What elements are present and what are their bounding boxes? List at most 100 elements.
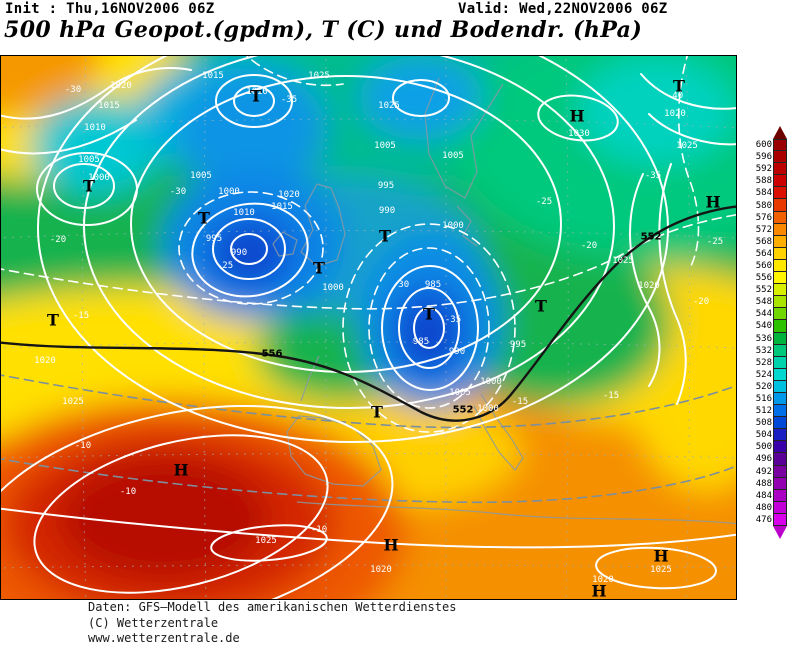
colorbar-value: 508 [755,418,772,429]
coastline-layer [272,77,736,525]
colorbar-row: 536 [750,332,790,345]
colorbar-swatch [773,235,787,248]
colorbar-value: 496 [755,454,772,465]
colorbar-swatch [773,308,787,321]
colorbar-row: 596 [750,151,790,164]
colorbar-swatch [773,417,787,430]
colorbar-value: 600 [755,140,772,151]
colorbar-value: 492 [755,466,772,477]
colorbar-row: 492 [750,465,790,478]
colorbar-row: 476 [750,513,790,526]
colorbar-swatch [773,441,787,454]
colorbar-value: 588 [755,176,772,187]
colorbar-swatch [773,284,787,297]
colorbar-value: 560 [755,260,772,271]
colorbar-row: 564 [750,247,790,260]
footer-data-source: Daten: GFS—Modell des amerikanischen Wet… [88,600,457,614]
colorbar-row: 496 [750,453,790,466]
colorbar-swatch [773,501,787,514]
colorbar-swatch [773,163,787,176]
colorbar-swatch [773,392,787,406]
colorbar-swatch [773,368,787,381]
colorbar-row: 532 [750,344,790,357]
colorbar-swatch [773,259,787,273]
colorbar-row: 552 [750,284,790,297]
colorbar-value: 552 [755,285,772,296]
colorbar-row: 556 [750,272,790,285]
colorbar-value: 596 [755,152,772,163]
footer-credits: Daten: GFS—Modell des amerikanischen Wet… [88,600,456,647]
colorbar-swatch [773,296,787,309]
map-title: 500 hPa Geopot.(gpdm), T (C) und Bodendr… [4,17,643,43]
colorbar-row: 560 [750,259,790,273]
colorbar-swatch [773,272,787,285]
colorbar-value: 516 [755,394,772,405]
weather-map-svg [1,56,736,599]
map-panel: 1020 1015 1010 1025 1025 1015 1010 1005 1000 1005… [0,55,737,600]
colorbar-value: 484 [755,490,772,501]
colorbar-swatch [773,477,787,490]
colorbar-swatch [773,199,787,212]
colorbar-row: 584 [750,187,790,200]
colorbar-row: 600 [750,139,790,152]
colorbar-row: 504 [750,429,790,442]
colorbar-value: 512 [755,406,772,417]
colorbar-value: 544 [755,309,772,320]
colorbar-swatch [773,151,787,164]
colorbar-swatch [773,247,787,260]
colorbar-row: 488 [750,477,790,490]
geopotential-field-layer [1,56,736,599]
footer-website: www.wetterzentrale.de [88,631,240,645]
colorbar-value: 568 [755,236,772,247]
colorbar-swatch [773,139,787,152]
colorbar-swatch [773,175,787,188]
colorbar-row: 524 [750,368,790,381]
colorbar-value: 476 [755,514,772,525]
colorbar: 600 596 592 588 584 580 576 572 568 564 560 556 552 5… [750,126,790,539]
graticule-layer [1,56,736,599]
colorbar-row: 548 [750,296,790,309]
colorbar-arrow-down-icon [773,526,787,539]
colorbar-swatch [773,187,787,200]
colorbar-value: 580 [755,200,772,211]
colorbar-value: 480 [755,502,772,513]
colorbar-swatch [773,405,787,418]
colorbar-row: 576 [750,211,790,224]
colorbar-swatch [773,223,787,236]
colorbar-scale: 600 596 592 588 584 580 576 572 568 564 560 556 552 5… [750,139,790,526]
colorbar-value: 556 [755,273,772,284]
colorbar-swatch [773,465,787,478]
colorbar-row: 480 [750,501,790,514]
colorbar-value: 532 [755,345,772,356]
colorbar-swatch [773,320,787,333]
valid-timestamp: Valid: Wed,22NOV2006 06Z [458,1,668,17]
height-contour-layer [1,205,736,422]
colorbar-swatch [773,489,787,502]
colorbar-value: 504 [755,430,772,441]
colorbar-value: 564 [755,248,772,259]
colorbar-row: 588 [750,175,790,188]
colorbar-row: 520 [750,380,790,393]
footer-copyright: (C) Wetterzentrale [88,615,219,630]
colorbar-swatch [773,356,787,369]
colorbar-value: 524 [755,369,772,380]
colorbar-swatch [773,453,787,466]
colorbar-value: 548 [755,297,772,308]
colorbar-value: 500 [755,442,772,453]
colorbar-value: 488 [755,478,772,489]
colorbar-swatch [773,332,787,345]
init-timestamp: Init : Thu,16NOV2006 06Z [5,1,215,17]
colorbar-row: 592 [750,163,790,176]
colorbar-row: 540 [750,320,790,333]
colorbar-row: 500 [750,441,790,454]
colorbar-arrow-up-icon [773,126,787,139]
colorbar-value: 572 [755,224,772,235]
colorbar-row: 516 [750,392,790,406]
colorbar-row: 580 [750,199,790,212]
colorbar-swatch [773,344,787,357]
colorbar-swatch [773,429,787,442]
colorbar-value: 540 [755,321,772,332]
colorbar-row: 544 [750,308,790,321]
colorbar-value: 520 [755,381,772,392]
